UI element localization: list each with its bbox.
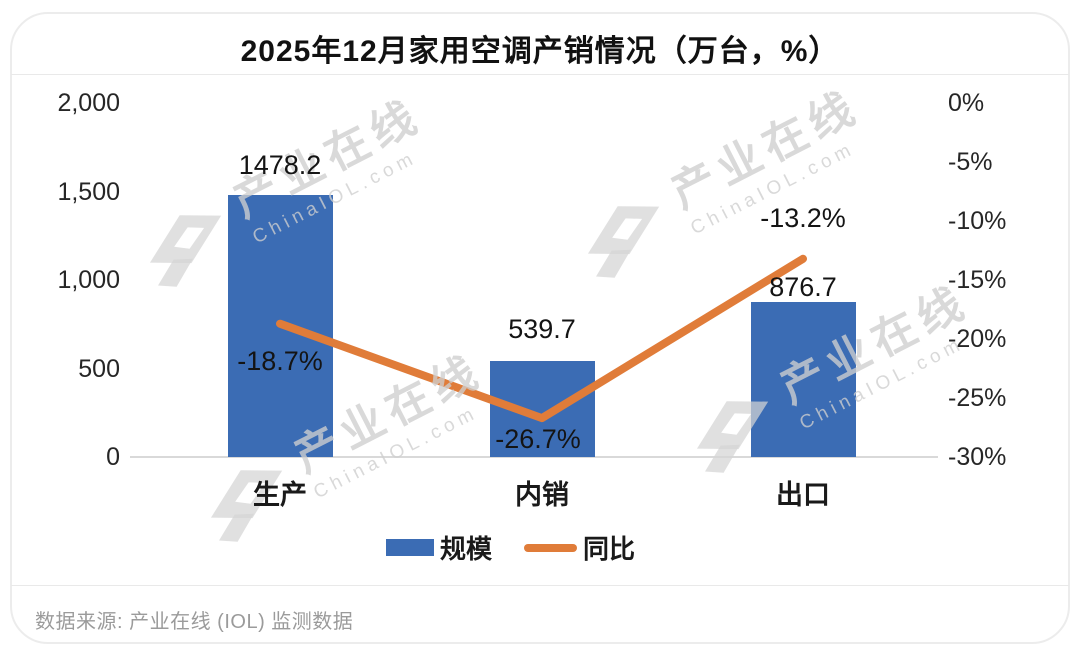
y-axis-right-tick: -25% <box>948 384 1007 412</box>
bar-value-label: 876.7 <box>769 271 837 302</box>
y-axis-right-tick: 0% <box>948 89 985 117</box>
y-axis-left-tick: 2,000 <box>57 89 120 117</box>
y-axis-right-tick: -10% <box>948 207 1007 235</box>
x-axis-category-label: 出口 <box>776 480 830 510</box>
y-axis-left-tick: 1,000 <box>57 266 120 294</box>
y-axis-left-tick: 0 <box>106 443 120 471</box>
chart-legend: 规模 同比 <box>386 529 635 566</box>
legend-label: 同比 <box>583 534 636 564</box>
line-value-label: -18.7% <box>237 345 323 376</box>
line-value-label: -26.7% <box>495 424 581 455</box>
x-axis-baseline <box>130 456 938 458</box>
data-source-note: 数据来源: 产业在线 (IOL) 监测数据 <box>35 611 354 633</box>
bar-series-swatch-icon <box>386 539 434 556</box>
footer-divider <box>11 585 1069 586</box>
legend-item-yoy: 同比 <box>524 529 635 566</box>
y-axis-left-tick: 500 <box>78 354 120 383</box>
legend-item-scale: 规模 <box>386 529 492 566</box>
y-axis-right-tick: -30% <box>948 443 1007 471</box>
line-series-swatch-icon <box>524 543 578 552</box>
line-value-label: -13.2% <box>760 202 846 233</box>
bar-0 <box>227 195 333 457</box>
y-axis-right-tick: -20% <box>948 325 1007 353</box>
x-axis-category-label: 内销 <box>515 480 569 510</box>
x-axis-category-label: 生产 <box>253 480 307 510</box>
y-axis-right-tick: -15% <box>948 266 1007 294</box>
bar-value-label: 1478.2 <box>238 150 322 181</box>
y-axis-left-tick: 1,500 <box>57 177 120 206</box>
y-axis-right-tick: -5% <box>948 148 993 176</box>
chart-title: 2025年12月家用空调产销情况（万台，%） <box>240 35 840 68</box>
title-divider <box>11 74 1069 75</box>
legend-label: 规模 <box>440 534 493 564</box>
bar-2 <box>750 301 856 457</box>
bar-value-label: 539.7 <box>508 314 576 345</box>
